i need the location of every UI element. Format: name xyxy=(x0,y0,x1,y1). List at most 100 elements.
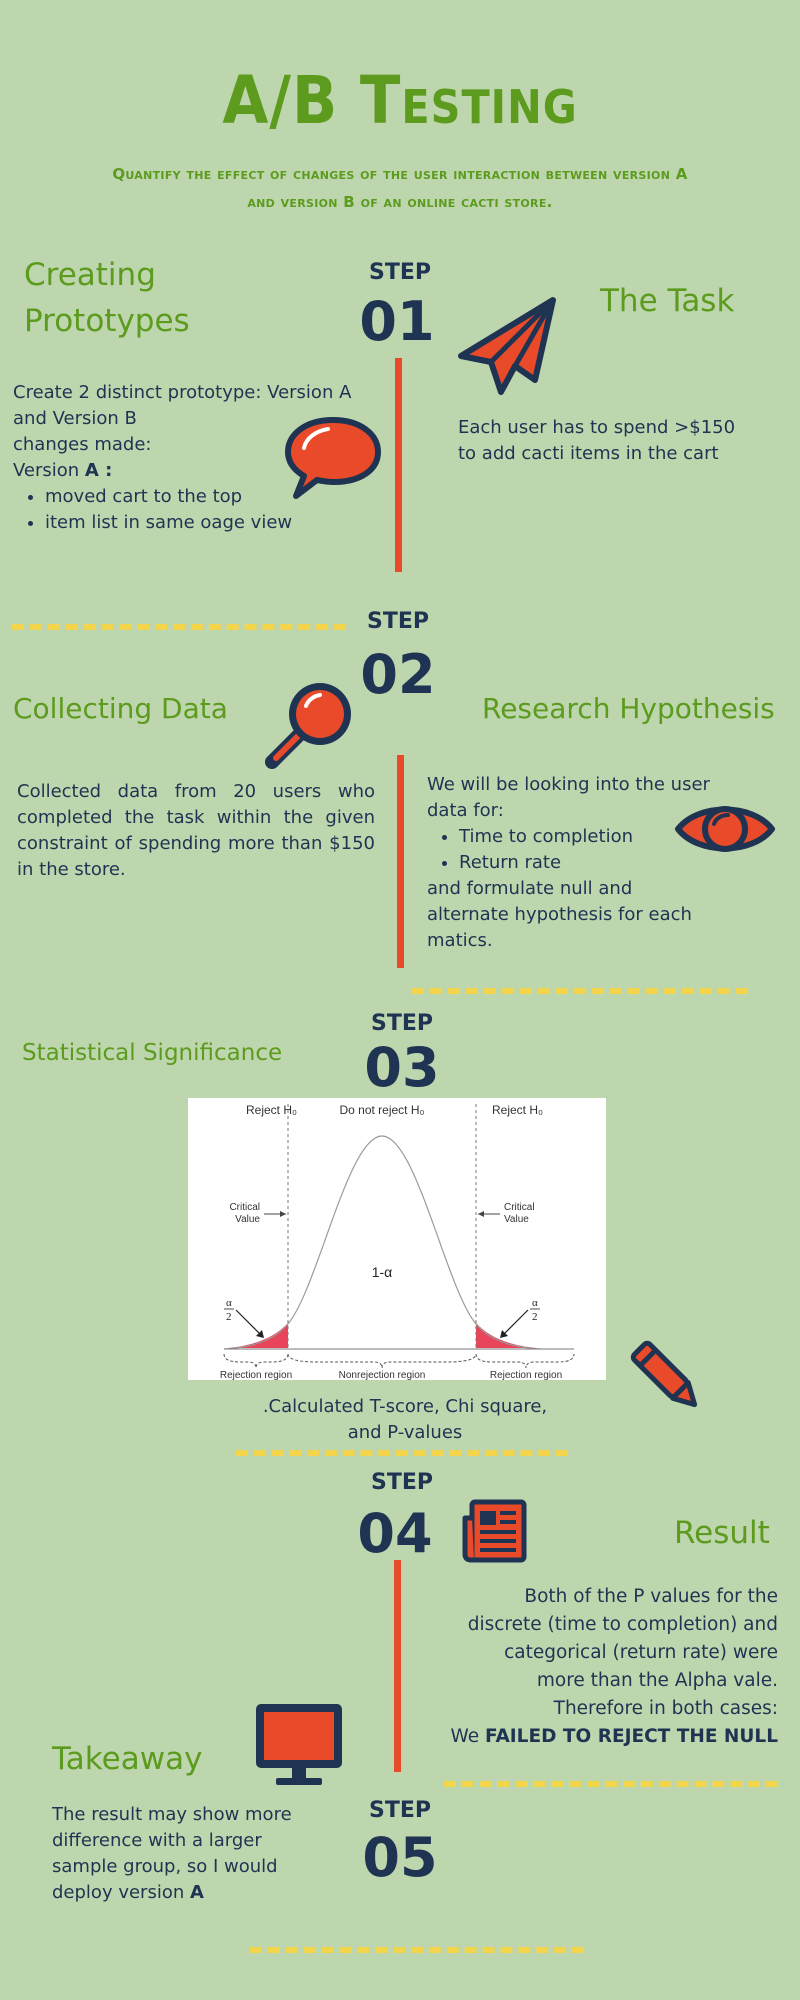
list-item: item list in same oage view xyxy=(45,510,393,536)
dashed-divider-3 xyxy=(236,1450,568,1456)
result-heading: Result xyxy=(674,1515,770,1551)
takeaway-line-4-prefix: deploy version xyxy=(52,1882,190,1903)
prototypes-line-2: and Version B xyxy=(13,408,137,429)
significance-heading: Statistical Significance xyxy=(22,1040,283,1066)
normal-curve-svg: Reject H₀ Do not reject H₀ Reject H₀ Cri… xyxy=(220,1103,575,1381)
rejection-region-right-label: Rejection region xyxy=(490,1370,562,1380)
prototypes-line-1: Create 2 distinct prototype: Version A xyxy=(13,382,352,403)
task-line-2: to add cacti items in the cart xyxy=(458,443,719,464)
takeaway-line-2: difference with a larger xyxy=(52,1830,262,1851)
pencil-icon xyxy=(630,1340,698,1408)
step-04-label: STEP xyxy=(370,1470,433,1495)
reject-h0-left-label: Reject H₀ xyxy=(246,1103,297,1117)
takeaway-line-1: The result may show more xyxy=(52,1804,292,1825)
step-04-number: 04 xyxy=(357,1502,433,1565)
collecting-text: Collected data from 20 users who complet… xyxy=(17,781,375,880)
reject-h0-right-label: Reject H₀ xyxy=(492,1103,543,1117)
nonrejection-region-label: Nonrejection region xyxy=(339,1370,426,1380)
takeaway-line-3: sample group, so I would xyxy=(52,1856,278,1877)
prototypes-version-line: Version A : xyxy=(13,458,393,484)
alpha-right-den: 2 xyxy=(532,1311,538,1323)
newspaper-icon xyxy=(462,1499,527,1563)
list-item: Return rate xyxy=(459,850,717,876)
critical-value-right-2: Value xyxy=(504,1214,529,1225)
result-conclusion: FAILED TO REJECT THE NULL xyxy=(484,1726,778,1747)
hypothesis-heading: Research Hypothesis xyxy=(482,692,775,725)
prototypes-line-3: changes made: xyxy=(13,434,152,455)
result-line-6: We FAILED TO REJECT THE NULL xyxy=(400,1723,778,1751)
subtitle-line-1: Quantify the effect of changes of the us… xyxy=(112,165,688,183)
takeaway-line-4: deploy version A xyxy=(52,1880,312,1906)
result-line-2: discrete (time to completion) and xyxy=(467,1614,778,1635)
dashed-divider-4 xyxy=(444,1781,778,1787)
significance-caption: .Calculated T-score, Chi square, and P-v… xyxy=(200,1394,610,1446)
task-text: Each user has to spend >$150 to add cact… xyxy=(458,415,788,467)
paper-plane-icon xyxy=(458,297,556,395)
timeline-line-2 xyxy=(397,755,404,968)
alpha-left-num: α xyxy=(226,1297,232,1309)
prototypes-text: Create 2 distinct prototype: Version A a… xyxy=(13,380,393,536)
page-subtitle: Quantify the effect of changes of the us… xyxy=(80,160,720,216)
collecting-heading: Collecting Data xyxy=(13,692,228,725)
rejection-region-left-label: Rejection region xyxy=(220,1370,292,1380)
step-02-number: 02 xyxy=(360,643,436,706)
right-tail-region xyxy=(476,1323,536,1348)
version-prefix: Version xyxy=(13,460,85,481)
step-03-label: STEP xyxy=(370,1011,433,1036)
version-bold: A : xyxy=(84,460,113,481)
hypothesis-bullet-list: Time to completion Return rate xyxy=(427,824,717,876)
step-01-number: 01 xyxy=(359,290,435,353)
dashed-divider-1 xyxy=(12,624,346,630)
one-minus-alpha-label: 1-α xyxy=(372,1264,393,1280)
prototypes-heading-line-1: Creating xyxy=(24,257,156,293)
prototypes-heading: Creating Prototypes xyxy=(24,252,190,344)
normal-curve xyxy=(223,1135,541,1350)
result-line-6-prefix: We xyxy=(450,1726,485,1747)
takeaway-heading: Takeaway xyxy=(52,1741,203,1777)
eye-icon xyxy=(675,806,775,852)
critical-value-right-1: Critical xyxy=(504,1202,535,1213)
caption-line-1: .Calculated T-score, Chi square, xyxy=(262,1396,548,1417)
dashed-divider-5 xyxy=(250,1947,584,1953)
caption-line-2: and P-values xyxy=(347,1422,463,1443)
do-not-reject-label: Do not reject H₀ xyxy=(339,1103,424,1117)
result-line-4: more than the Alpha vale. xyxy=(536,1670,778,1691)
result-line-1: Both of the P values for the xyxy=(524,1586,778,1607)
dashed-divider-2 xyxy=(412,988,748,994)
step-03-number: 03 xyxy=(364,1036,440,1099)
speech-bubble-icon xyxy=(285,417,381,499)
prototypes-bullet-list: moved cart to the top item list in same … xyxy=(13,484,393,536)
list-item: moved cart to the top xyxy=(45,484,393,510)
page-title: A/B Testing xyxy=(222,62,578,139)
magnifier-icon xyxy=(265,683,351,769)
prototypes-heading-line-2: Prototypes xyxy=(24,303,190,339)
step-05-label: STEP xyxy=(368,1798,431,1823)
hypothesis-text: We will be looking into the user data fo… xyxy=(427,772,717,954)
step-05-number: 05 xyxy=(362,1826,438,1889)
task-line-1: Each user has to spend >$150 xyxy=(458,417,736,438)
result-line-5: Therefore in both cases: xyxy=(553,1698,778,1719)
hypothesis-line-3: and formulate null and xyxy=(427,878,633,899)
subtitle-line-2: and version B of an online cacti store. xyxy=(247,193,553,211)
timeline-line-1 xyxy=(395,358,402,572)
task-heading: The Task xyxy=(600,283,735,319)
step-01-label: STEP xyxy=(368,260,431,285)
hypothesis-line-5: matics. xyxy=(427,930,493,951)
list-item: Time to completion xyxy=(459,824,717,850)
hypothesis-line-4: alternate hypothesis for each xyxy=(427,904,692,925)
critical-value-left-2: Value xyxy=(235,1214,260,1225)
result-line-3: categorical (return rate) were xyxy=(504,1642,778,1663)
hypothesis-line-1: We will be looking into the user xyxy=(427,774,710,795)
monitor-icon xyxy=(256,1704,342,1785)
result-text: Both of the P values for the discrete (t… xyxy=(400,1583,778,1751)
rejection-region-chart: Reject H₀ Do not reject H₀ Reject H₀ Cri… xyxy=(188,1098,606,1381)
alpha-right-num: α xyxy=(532,1297,538,1309)
takeaway-version: A xyxy=(189,1882,204,1903)
alpha-left-den: 2 xyxy=(226,1311,232,1323)
hypothesis-line-2: data for: xyxy=(427,800,504,821)
timeline-line-3 xyxy=(394,1560,401,1772)
left-tail-region xyxy=(228,1323,288,1348)
takeaway-text: The result may show more difference with… xyxy=(52,1802,312,1906)
step-02-label: STEP xyxy=(366,609,429,634)
critical-value-left-1: Critical xyxy=(229,1202,260,1213)
